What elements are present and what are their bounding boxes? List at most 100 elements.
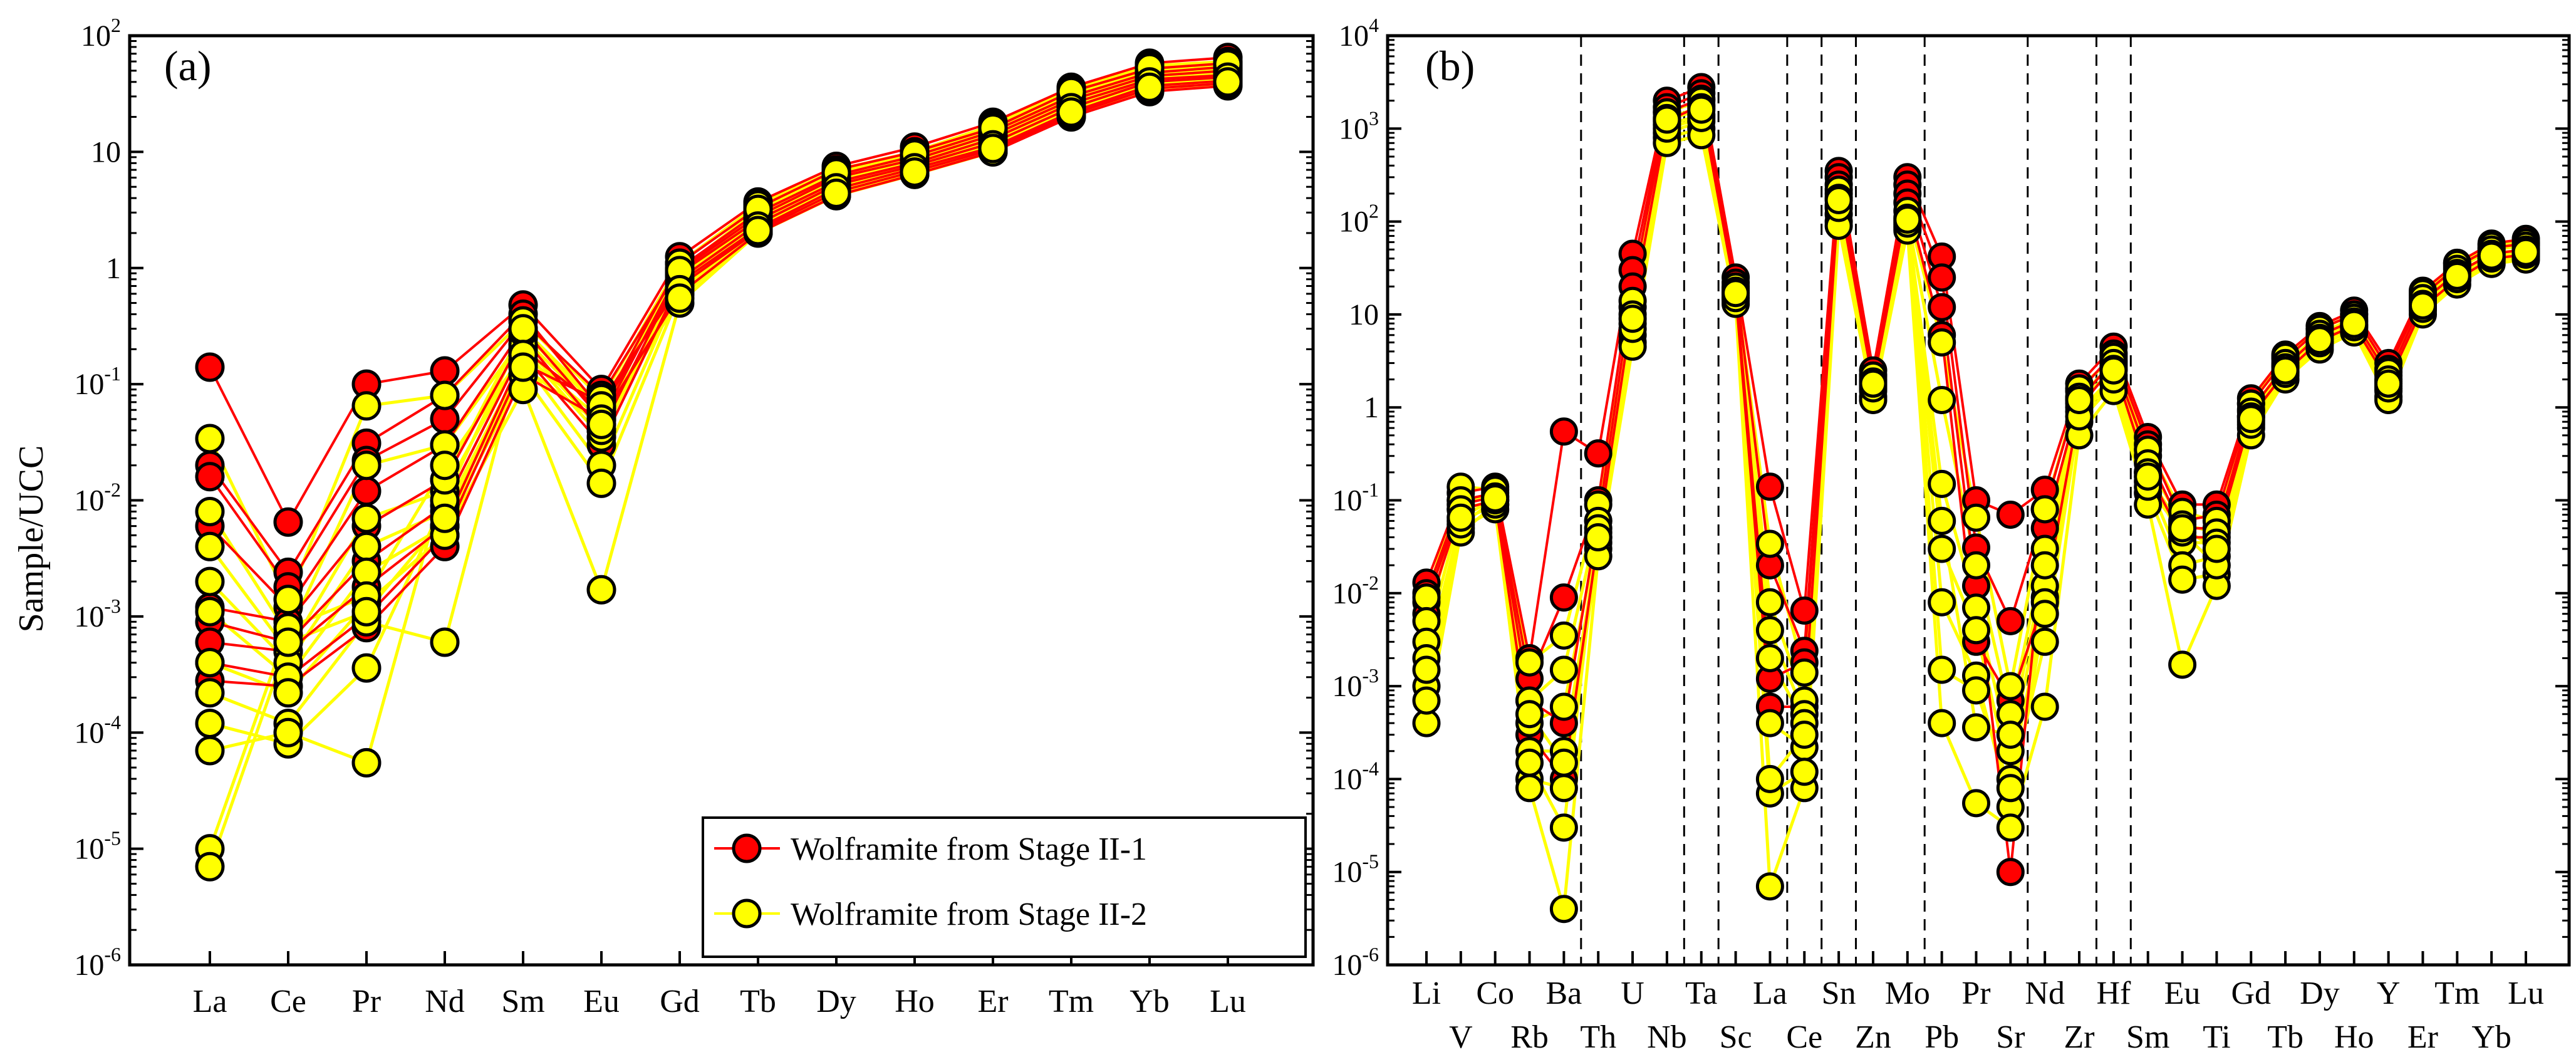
x-tick-label-Lu: Lu [1210,984,1246,1019]
data-point-stage2-Pb [1928,328,1956,357]
data-point-stage2-Pr [351,450,382,481]
x-tick-label-Co: Co [1476,976,1514,1011]
data-point-stage2-U [1618,305,1647,333]
data-point-stage2-Pb [1928,655,1956,684]
x-tick-label-Yb: Yb [2471,1019,2511,1055]
data-point-stage2-Ho [2340,310,2369,338]
x-tick-label-Tm: Tm [1049,984,1094,1019]
data-point-stage2-Mo [1893,206,1922,234]
data-point-stage2-Nb [1653,105,1681,134]
data-point-stage2-Ce [273,717,303,747]
x-tick-label-Nd: Nd [2025,976,2065,1011]
x-tick-label-Sc: Sc [1720,1019,1752,1055]
data-point-stage2-Pr [351,503,382,533]
data-point-stage2-Eu [586,575,616,605]
data-point-stage2-Yb [1135,72,1165,102]
data-point-stage2-La [195,497,225,526]
series-line-stage1-2 [1425,97,2527,873]
data-point-stage2-La [195,596,225,627]
panel-b-axes: 10410310210110-110-210-310-410-510-6LiVC… [1332,14,2571,1055]
data-point-stage1-Ce [273,507,303,537]
data-point-stage2-La [1755,872,1784,901]
data-point-stage2-Pb [1928,386,1956,414]
y-tick-label: 10-3 [1332,664,1379,703]
x-tick-label-Mo: Mo [1885,976,1930,1011]
data-point-stage2-Ce [273,585,303,615]
data-point-stage1-Pr [351,476,382,506]
data-point-stage2-La [195,709,225,739]
x-tick-label-Yb: Yb [1130,984,1170,1019]
data-point-stage2-Sn [1824,185,1853,214]
data-point-stage2-Sm [508,352,538,382]
y-axis-title: Sample/UCC [12,445,51,633]
data-point-stage2-Sm [508,314,538,344]
x-tick-label-Y: Y [2377,976,2401,1011]
data-point-stage2-Nd [2030,600,2059,628]
x-tick-label-Dy: Dy [816,984,856,1019]
data-point-stage2-Pr [351,747,382,778]
data-point-stage2-Eu [2168,514,2197,543]
data-point-stage2-Ce [273,627,303,657]
data-point-stage2-Rb [1515,748,1544,777]
legend-label-stage1: Wolframite from Stage II-1 [791,831,1147,867]
data-point-stage2-Ba [1549,774,1578,803]
y-tick-label: 10-1 [74,362,121,401]
data-point-stage1-Sr [1996,607,2025,635]
data-point-stage1-Ba [1549,583,1578,612]
data-point-stage2-Sm [2134,462,2163,491]
data-point-stage2-Nd [430,380,460,410]
x-tick-label-Lu: Lu [2508,976,2544,1011]
data-point-stage2-La [1755,616,1784,645]
panel-a-axes: 102 10 1 10-1 10-2 10-3 10-4 10-5 10-6 La Ce Pr Nd Sm… [74,14,1315,1019]
x-tick-label-Tb: Tb [2267,1019,2303,1055]
x-tick-label-Pb: Pb [1924,1019,1959,1055]
data-point-stage2-Pr [1962,789,1990,818]
data-point-stage2-Eu [586,468,616,498]
x-tick-label-Ta: Ta [1685,976,1717,1011]
data-point-stage2-Rb [1515,648,1544,677]
data-point-stage2-Eu [2168,650,2197,679]
data-point-stage2-La [195,566,225,596]
data-point-stage2-Gd [2236,405,2265,434]
y-tick-label: 10-6 [1332,943,1379,982]
data-point-stage2-Tm [2443,261,2471,290]
data-point-stage2-Eu [586,409,616,439]
x-tick-label-Ho: Ho [2334,1019,2374,1055]
panel-b: 10410310210110-110-210-310-410-510-6LiVC… [1332,14,2571,1055]
x-tick-label-Eu: Eu [2164,976,2201,1011]
data-point-stage2-Nd [430,627,460,657]
data-point-stage2-Li [1412,686,1441,715]
y-tick-label: 10-2 [74,479,121,518]
panel-b-label: (b) [1425,42,1475,90]
data-point-stage2-Dy [821,179,851,208]
data-point-stage2-Nd [430,450,460,481]
data-point-stage2-Pr [351,391,382,421]
data-point-stage2-Ba [1549,692,1578,721]
data-point-stage1-Nd [430,356,460,386]
x-tick-label-Nd: Nd [425,984,465,1019]
panel-a-label: (a) [164,42,211,90]
x-tick-label-La: La [1753,976,1787,1011]
data-point-stage2-Pr [351,653,382,683]
data-point-stage2-Pb [1928,588,1956,617]
data-point-stage2-Pb [1928,506,1956,535]
data-point-stage1-Ce [1790,596,1819,625]
data-point-stage2-Yb [2477,241,2506,270]
data-point-stage2-Ba [1549,655,1578,684]
data-point-stage2-Ba [1549,621,1578,650]
legend-box [702,816,1307,958]
data-point-stage2-Sr [1996,774,2025,803]
data-point-stage2-Rb [1515,774,1544,803]
y-tick-label: 103 [1339,107,1379,145]
data-point-stage2-Ce [273,678,303,708]
data-point-stage2-Rb [1515,700,1544,729]
data-point-stage2-Nd [2030,495,2059,524]
x-tick-label-Gd: Gd [660,984,700,1019]
y-tick-label: 102 [81,14,121,53]
data-point-stage2-Nd [430,503,460,533]
data-point-stage2-Pr [1962,676,1990,705]
data-point-stage2-Zr [2065,386,2094,414]
x-tick-label-Li: Li [1412,976,1441,1011]
y-tick-label: 10-4 [74,711,121,749]
